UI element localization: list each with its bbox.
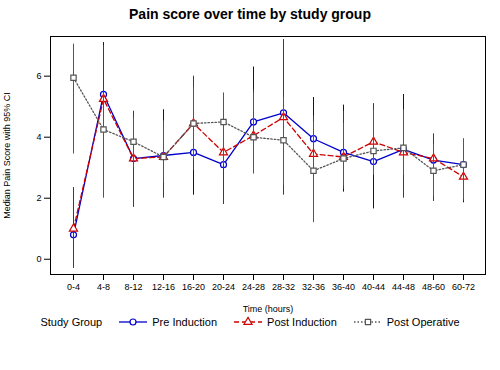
svg-text:Median Pain Score with 95% CI: Median Pain Score with 95% CI: [2, 92, 12, 219]
html-text:Study Group: Study Group: [40, 316, 103, 328]
svg-text:4-8: 4-8: [97, 282, 110, 292]
svg-text:Time (hours): Time (hours): [243, 304, 294, 314]
html-text:Pain score over time by study: Pain score over time by study group: [129, 6, 371, 22]
svg-text:20-24: 20-24: [212, 282, 235, 292]
svg-text:28-32: 28-32: [272, 282, 295, 292]
svg-text:16-20: 16-20: [182, 282, 205, 292]
html-text:Post Induction: Post Induction: [267, 316, 337, 328]
html-text:Pre Induction: Pre Induction: [152, 316, 217, 328]
svg-text:48-60: 48-60: [422, 282, 445, 292]
svg-text:40-44: 40-44: [362, 282, 385, 292]
svg-text:36-40: 36-40: [332, 282, 355, 292]
svg-text:60-72: 60-72: [452, 282, 475, 292]
svg-text:0: 0: [36, 254, 41, 264]
svg-text:2: 2: [36, 193, 41, 203]
svg-text:44-48: 44-48: [392, 282, 415, 292]
svg-text:0-4: 0-4: [67, 282, 80, 292]
svg-text:32-36: 32-36: [302, 282, 325, 292]
svg-text:8-12: 8-12: [124, 282, 142, 292]
svg-text:6: 6: [36, 71, 41, 81]
svg-text:4: 4: [36, 132, 41, 142]
svg-text:12-16: 12-16: [152, 282, 175, 292]
svg-text:24-28: 24-28: [242, 282, 265, 292]
html-text:Post Operative: Post Operative: [386, 316, 460, 328]
